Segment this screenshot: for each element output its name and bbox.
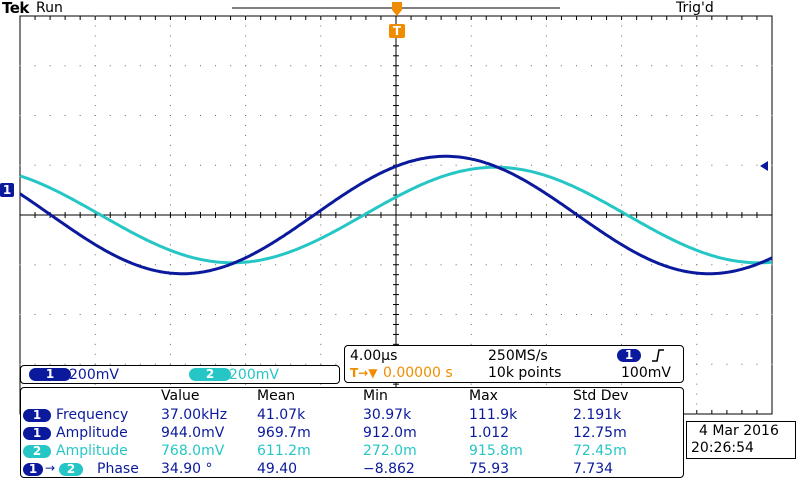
ch2-scale[interactable]: 200mV (229, 367, 279, 383)
trigger-status: Trig'd (676, 0, 714, 16)
measurement-std-dev: 12.75m (573, 425, 627, 441)
measurement-std-dev: 72.45m (573, 443, 627, 459)
col-header-min: Min (363, 388, 388, 404)
ch1-waveform (19, 154, 773, 276)
row-channel-badge: 1 (23, 409, 51, 422)
trigger-level-marker[interactable] (760, 161, 768, 171)
measurement-mean: 611.2m (257, 443, 311, 459)
measurement-value: 944.0mV (161, 425, 225, 441)
measurement-label[interactable]: Amplitude (56, 443, 128, 459)
record-length[interactable]: 10k points (488, 365, 562, 381)
trigger-position[interactable]: 0.00000 s (383, 365, 453, 381)
col-header-std-dev: Std Dev (573, 388, 629, 404)
measurement-max: 915.8m (469, 443, 523, 459)
ch2-waveform (19, 165, 773, 265)
datetime-box[interactable]: 4 Mar 2016 20:26:54 (686, 421, 796, 459)
measurement-std-dev: 2.191k (573, 407, 622, 423)
row-channel-badge: 2 (23, 445, 51, 458)
measurement-mean: 49.40 (257, 461, 298, 477)
time-label: 20:26:54 (691, 440, 754, 456)
row-channel-badge-to: 2 (59, 463, 83, 476)
measurement-value: 34.90 ° (161, 461, 213, 477)
col-header-mean: Mean (257, 388, 296, 404)
trigger-level[interactable]: 100mV (621, 365, 671, 381)
ch1-badge[interactable]: 1 (29, 368, 71, 381)
date-label: 4 Mar 2016 (699, 423, 779, 439)
col-header-value: Value (161, 388, 200, 404)
acquisition-state: Run (36, 0, 63, 16)
measurement-value: 768.0mV (161, 443, 225, 459)
measurement-table: Value Mean Min Max Std Dev 1 Frequency 3… (20, 387, 684, 478)
measurement-min: 272.0m (363, 443, 417, 459)
measurement-label[interactable]: Phase (97, 461, 139, 477)
trigger-position-marker[interactable]: T (389, 2, 405, 38)
time-per-div[interactable]: 4.00µs (350, 348, 398, 364)
row-channel-badge: 1 (23, 427, 51, 440)
ch1-scale[interactable]: 200mV (69, 367, 119, 383)
measurement-value: 37.00kHz (161, 407, 228, 423)
measurement-min: 30.97k (363, 407, 412, 423)
measurement-min: 912.0m (363, 425, 417, 441)
row-channel-badge: 1 (23, 463, 43, 476)
measurement-max: 111.9k (469, 407, 518, 423)
ch1-ground-marker[interactable]: 1 (0, 183, 14, 197)
measurement-label[interactable]: Frequency (56, 407, 129, 423)
trigger-marker-label: T (393, 24, 402, 38)
channel-scale-box: 1 200mV 2 200mV (20, 365, 340, 384)
col-header-max: Max (469, 388, 498, 404)
sample-rate: 250MS/s (488, 348, 548, 364)
rising-edge-icon (652, 349, 664, 362)
ch2-badge[interactable]: 2 (189, 368, 231, 381)
measurement-mean: 969.7m (257, 425, 311, 441)
trigger-source-badge[interactable]: 1 (617, 349, 641, 362)
trigger-position-icon: T→▼ (350, 366, 378, 380)
measurement-std-dev: 7.734 (573, 461, 614, 477)
brand-logo: Tek (2, 0, 29, 17)
measurement-max: 1.012 (469, 425, 510, 441)
measurement-max: 75.93 (469, 461, 510, 477)
timebase-box: 4.00µs 250MS/s 1 T→▼ 0.00000 s 10k point… (344, 345, 684, 383)
ch1-marker-label: 1 (3, 183, 11, 197)
measurement-label[interactable]: Amplitude (56, 425, 128, 441)
measurement-mean: 41.07k (257, 407, 306, 423)
measurement-min: −8.862 (363, 461, 415, 477)
arrow-right-icon: → (45, 461, 56, 475)
